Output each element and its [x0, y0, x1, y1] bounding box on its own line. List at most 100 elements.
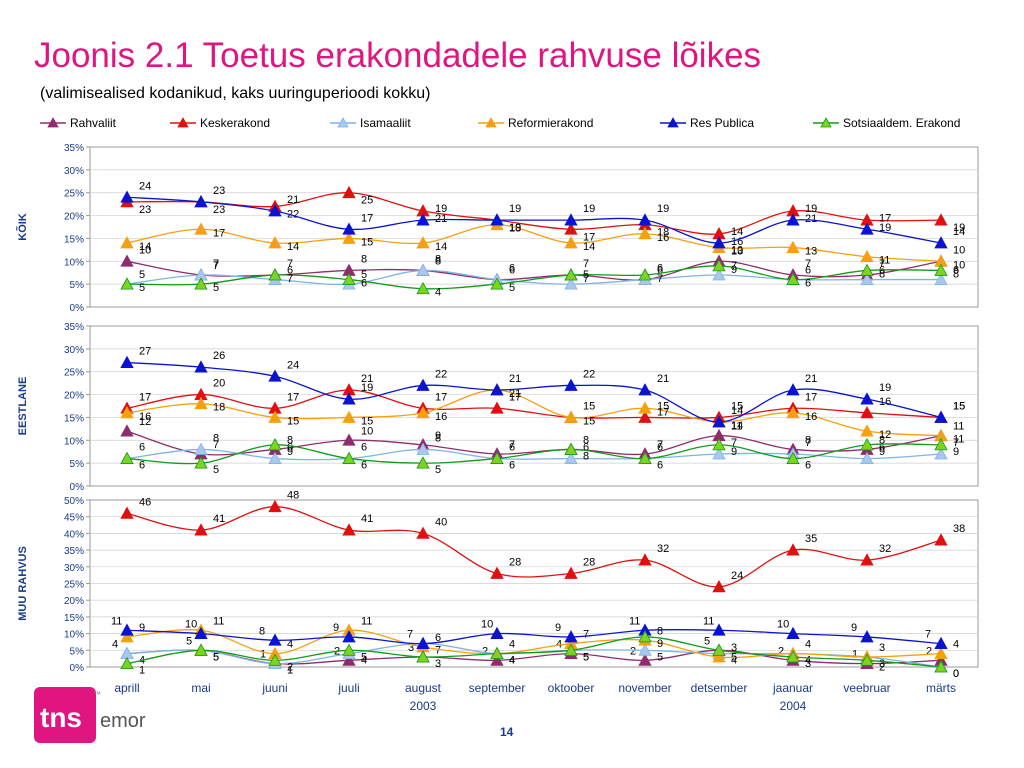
- data-label-1-5-5: 6: [509, 460, 515, 472]
- data-point-2-4-4: [416, 636, 430, 650]
- data-label-1-4-0: 27: [139, 346, 151, 358]
- data-label-1-5-9: 6: [805, 460, 811, 472]
- data-point-1-1-5: [490, 401, 504, 414]
- data-point-2-4-6: [564, 630, 578, 643]
- data-label-0-4-3: 17: [361, 212, 373, 224]
- x-tick-label-5: september: [469, 681, 526, 695]
- data-label-0-1-3: 25: [361, 195, 373, 207]
- data-point-0-4-1: [194, 195, 208, 208]
- data-label-0-3-9: 13: [805, 246, 817, 258]
- y-tick-label-1-1: 5%: [70, 459, 85, 470]
- data-label-1-1-8: 15: [731, 400, 743, 412]
- data-label-0-5-7: 7: [657, 273, 663, 285]
- data-label-1-5-6: 8: [583, 450, 589, 462]
- data-label-0-2-9: 6: [805, 265, 811, 277]
- data-point-1-3-10: [860, 424, 874, 437]
- data-point-2-5-5: [490, 646, 504, 660]
- data-point-1-4-9: [786, 383, 800, 396]
- data-point-1-4-8: [712, 415, 726, 428]
- series-line-1-4: [126, 361, 942, 423]
- data-label-1-2-5: 6: [509, 442, 515, 454]
- data-point-1-4-3: [342, 392, 356, 405]
- y-tick-label-1-2: 10%: [64, 436, 84, 447]
- data-point-1-5-6: [564, 442, 578, 455]
- data-point-1-3-1: [194, 396, 208, 410]
- x-tick-label-8: detsember: [691, 681, 748, 695]
- data-point-0-5-1: [194, 277, 208, 290]
- y-tick-label-1-0: 0%: [70, 482, 85, 493]
- data-label-1-4-7: 21: [657, 373, 669, 385]
- data-label-1-0-1: 7: [213, 439, 219, 451]
- data-point-1-5-3: [342, 451, 356, 464]
- data-point-1-5-4: [416, 456, 430, 469]
- data-label-1-4-5: 21: [509, 373, 521, 385]
- data-label-1-3-1: 18: [213, 402, 225, 414]
- data-label-2-2-3: 4: [361, 655, 367, 667]
- data-point-0-5-2: [268, 268, 282, 281]
- data-label-2-0-9: 2: [778, 645, 784, 657]
- data-label-1-3-10: 12: [879, 429, 891, 441]
- data-point-0-4-7: [638, 213, 652, 226]
- data-point-2-1-10: [860, 553, 874, 566]
- data-label-0-5-5: 5: [509, 282, 515, 294]
- data-point-0-5-10: [860, 263, 874, 276]
- series-line-1-3: [126, 389, 942, 437]
- data-point-0-2-4: [416, 263, 430, 276]
- data-label-1-4-2: 24: [287, 359, 299, 371]
- data-label-0-5-6: 7: [583, 273, 589, 285]
- data-label-0-0-7: 6: [657, 263, 663, 275]
- data-point-2-3-8: [712, 650, 726, 663]
- y-tick-label-2-8: 40%: [64, 529, 84, 540]
- data-label-2-5-6: 5: [583, 651, 589, 663]
- series-line-0-3: [126, 224, 942, 262]
- data-point-0-5-8: [712, 259, 726, 272]
- data-point-0-5-0: [120, 277, 134, 290]
- data-label-0-0-9: 7: [805, 258, 811, 270]
- data-label-1-0-3: 10: [361, 425, 373, 437]
- data-point-1-5-8: [712, 438, 726, 451]
- plot-area-0: [89, 146, 979, 308]
- data-point-1-2-4: [416, 442, 430, 455]
- data-label-1-5-3: 6: [361, 460, 367, 472]
- panel-label-2: MUU RAHVUS: [17, 546, 29, 621]
- data-label-2-2-8: 4: [731, 655, 737, 667]
- data-label-1-4-4: 22: [435, 368, 447, 380]
- plot-area-1: [89, 325, 979, 487]
- series-line-0-5: [126, 265, 942, 290]
- data-label-1-2-0: 6: [139, 442, 145, 454]
- data-label-0-0-4: 8: [435, 253, 441, 265]
- data-label-2-3-11: 4: [953, 639, 959, 651]
- page-title: Joonis 2.1 Toetus erakondadele rahvuse l…: [34, 36, 762, 75]
- legend-label-0: Rahvaliit: [70, 116, 117, 130]
- page-number: 14: [500, 725, 514, 739]
- data-label-0-5-4: 4: [435, 287, 441, 299]
- data-label-1-2-9: 7: [805, 437, 811, 449]
- data-label-1-4-3: 19: [361, 382, 373, 394]
- data-point-1-5-2: [268, 438, 282, 451]
- y-tick-label-2-2: 10%: [64, 630, 84, 641]
- data-label-1-3-9: 16: [805, 411, 817, 423]
- data-point-1-5-7: [638, 451, 652, 464]
- data-label-0-3-10: 11: [879, 255, 890, 267]
- data-label-0-1-6: 17: [583, 231, 595, 243]
- data-label-1-1-0: 17: [139, 391, 151, 403]
- data-point-1-1-7: [638, 410, 652, 423]
- data-point-2-5-7: [638, 630, 652, 643]
- data-label-2-4-2: 8: [259, 625, 265, 637]
- data-point-2-1-0: [120, 506, 134, 519]
- data-point-0-3-2: [268, 236, 282, 249]
- data-point-2-2-7: [638, 643, 652, 656]
- data-point-1-4-1: [194, 360, 208, 373]
- data-label-2-4-8: 11: [703, 615, 714, 627]
- data-label-2-3-3: 11: [361, 615, 372, 627]
- legend-label-3: Reformierakond: [508, 116, 593, 130]
- data-label-0-4-0: 24: [139, 180, 151, 192]
- data-label-1-3-5: 21: [509, 388, 521, 400]
- data-point-0-2-6: [564, 277, 578, 290]
- data-label-2-4-11: 7: [925, 629, 931, 641]
- data-point-1-3-6: [564, 410, 578, 423]
- data-label-1-5-8: 9: [731, 446, 737, 458]
- data-point-0-3-9: [786, 240, 800, 253]
- data-point-2-4-1: [194, 626, 208, 639]
- data-point-1-4-11: [934, 410, 948, 423]
